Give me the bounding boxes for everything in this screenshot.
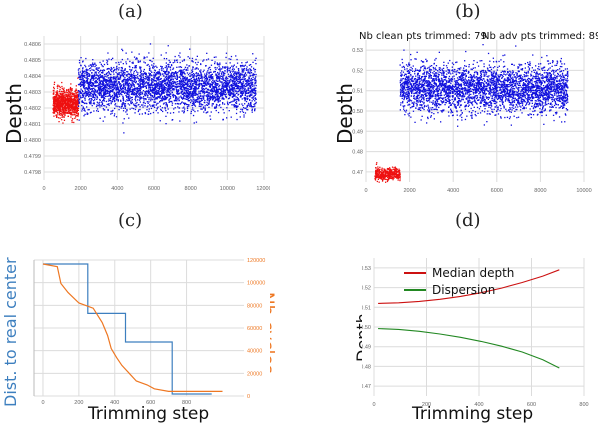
scatter-series-adv <box>77 43 257 134</box>
y-tick-label: 0.49 <box>362 345 371 351</box>
x-tick-label: 6000 <box>148 186 160 192</box>
chart-b-plot: 0 2000 4000 6000 8000 10000 0.53 0.52 0.51 0.50 0.… <box>352 28 592 192</box>
x-tick-label: 8000 <box>534 188 546 192</box>
x-tick-label: 200 <box>74 400 83 406</box>
y-tick-label: 0.51 <box>362 305 371 311</box>
chart-c-xlabel: Trimming step <box>88 404 210 424</box>
panel-label-c: (c) <box>118 210 143 231</box>
y2-tick-label: 60000 <box>247 326 262 332</box>
x-tick-label: 6000 <box>491 188 503 192</box>
y-tick-label: 0.48 <box>362 364 371 370</box>
legend-swatch-dispersion <box>404 288 426 291</box>
y-tick-label: 0.4803 <box>24 90 41 96</box>
y-tick-label: 0.49 <box>352 129 363 135</box>
x-tick-label: 0 <box>42 186 45 192</box>
x-tick-label: 400 <box>474 402 483 408</box>
chart-d-plot: 0 200 400 600 800 0.53 0.52 0.51 0.50 0.49 0.48 0.4… <box>362 250 592 410</box>
legend-swatch-median <box>404 271 426 274</box>
x-tick-label: 4000 <box>111 186 123 192</box>
x-tick-label: 12000 <box>256 186 270 192</box>
y-tick-label: 0.52 <box>362 286 371 292</box>
chart-b-annotation-clean: Nb clean pts trimmed: 79 <box>359 31 487 42</box>
x-tick-label: 2000 <box>75 186 87 192</box>
chart-d-legend: Median depth Dispersion <box>404 264 514 298</box>
x-tick-label: 800 <box>579 402 588 408</box>
y-tick-label: 0.50 <box>352 109 363 115</box>
x-tick-label: 8000 <box>185 186 197 192</box>
legend-item-dispersion: Dispersion <box>404 281 514 298</box>
x-tick-label: 10000 <box>576 188 591 192</box>
x-tick-label: 10000 <box>220 186 235 192</box>
y-tick-label: 0.53 <box>352 48 363 54</box>
chart-b-annotation-adv: Nb adv pts trimmed: 895 <box>482 31 598 42</box>
x-tick-label: 0 <box>372 402 375 408</box>
scatter-series-clean <box>52 77 80 124</box>
chart-c-ylabel: Dist. to real center <box>1 257 20 407</box>
line-series-median <box>378 269 560 304</box>
legend-label-dispersion: Dispersion <box>432 282 496 297</box>
y-tick-label: 0.4806 <box>24 42 41 48</box>
panel-label-a: (a) <box>118 1 143 22</box>
legend-label-median: Median depth <box>432 265 515 280</box>
y-tick-label: 0.4805 <box>24 58 41 64</box>
y2-tick-label: 100000 <box>247 281 265 287</box>
scatter-series-adv <box>399 44 569 127</box>
panel-label-b: (b) <box>455 1 481 22</box>
y-tick-label: 0.4798 <box>24 170 41 176</box>
y-tick-label: 0.4799 <box>24 154 41 160</box>
x-tick-label: 2000 <box>403 188 415 192</box>
y-tick-label: 0.47 <box>362 384 371 390</box>
x-tick-label: 0 <box>41 400 44 406</box>
x-tick-label: 200 <box>422 402 431 408</box>
line-series-cycles <box>42 263 223 392</box>
y-tick-label: 0.4802 <box>24 106 41 112</box>
x-tick-label: 4000 <box>447 188 459 192</box>
y-tick-label: 0.50 <box>362 325 371 331</box>
line-series-dispersion <box>378 328 560 369</box>
x-tick-label: 800 <box>182 400 191 406</box>
chart-a-plot: 0 2000 4000 6000 8000 10000 12000 0.4806 0.4805 0… <box>22 32 270 192</box>
chart-c-plot: 0 200 400 600 800 120000 100000 80000 60000 40000… <box>22 250 270 410</box>
y-tick-label: 0.51 <box>352 89 363 95</box>
y2-tick-label: 40000 <box>247 349 262 355</box>
y2-tick-label: 20000 <box>247 371 262 377</box>
y-tick-label: 0.48 <box>352 150 363 156</box>
y-tick-label: 0.52 <box>352 68 363 74</box>
y-tick-label: 0.53 <box>362 266 371 272</box>
x-tick-label: 400 <box>110 400 119 406</box>
y-tick-label: 0.4801 <box>24 122 41 128</box>
x-tick-label: 600 <box>146 400 155 406</box>
y-tick-label: 0.47 <box>352 170 363 176</box>
y-tick-label: 0.4800 <box>24 138 41 144</box>
chart-d-xlabel: Trimming step <box>412 404 534 424</box>
y2-tick-label: 80000 <box>247 303 262 309</box>
x-tick-label: 600 <box>527 402 536 408</box>
line-series-dist <box>43 263 212 395</box>
y2-tick-label: 120000 <box>247 258 265 264</box>
legend-item-median: Median depth <box>404 264 514 281</box>
y2-tick-label: 0 <box>247 394 250 400</box>
scatter-series-clean <box>374 162 401 183</box>
panel-label-d: (d) <box>455 210 481 231</box>
y-tick-label: 0.4804 <box>24 74 41 80</box>
x-tick-label: 0 <box>364 188 367 192</box>
